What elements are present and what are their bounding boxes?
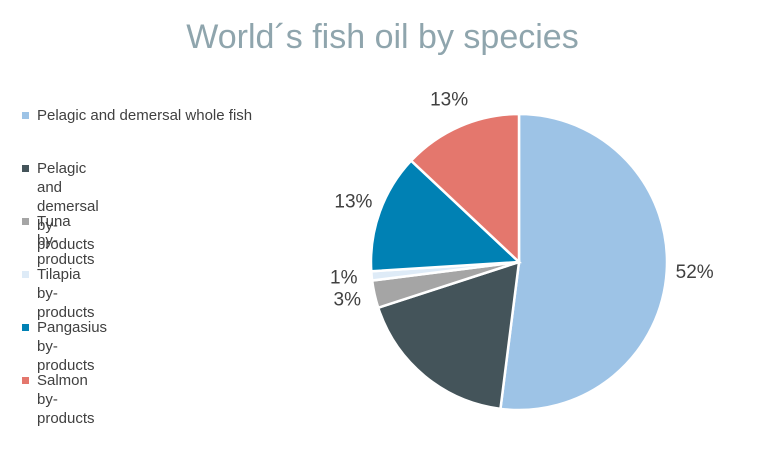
legend-item: Pelagic and demersal by-products <box>22 159 99 254</box>
legend-label: Tilapia by-products <box>37 266 95 321</box>
legend-item: Salmon by-products <box>22 371 95 428</box>
data-label: 52% <box>676 262 714 283</box>
legend-item: Tilapia by-products <box>22 265 95 322</box>
pie-slice <box>499 112 669 412</box>
legend-label: Salmon by-products <box>37 372 95 427</box>
data-label: 13% <box>430 89 468 110</box>
legend-item: Tuna by-products <box>22 212 95 269</box>
data-label: 13% <box>334 191 372 212</box>
pie-slice <box>409 112 521 265</box>
legend-item: Pangasius by-products <box>22 318 107 375</box>
legend-marker <box>22 218 29 225</box>
pie-slice <box>376 260 521 411</box>
legend-label: Tuna by-products <box>37 213 95 268</box>
pie-slice <box>369 158 522 273</box>
legend-marker <box>22 271 29 278</box>
legend-marker <box>22 324 29 331</box>
legend-label: Pangasius by-products <box>37 319 108 374</box>
legend-marker <box>22 112 29 119</box>
legend-label: Pelagic and demersal by-products <box>37 160 99 253</box>
legend-item: Pelagic and demersal whole fish <box>22 106 252 125</box>
legend-marker <box>22 377 29 384</box>
data-label: 1% <box>330 268 358 289</box>
legend-label: Pelagic and demersal whole fish <box>37 107 253 124</box>
legend-marker <box>22 165 29 172</box>
data-label: 3% <box>334 289 362 310</box>
chart-title: World´s fish oil by species <box>186 18 579 56</box>
